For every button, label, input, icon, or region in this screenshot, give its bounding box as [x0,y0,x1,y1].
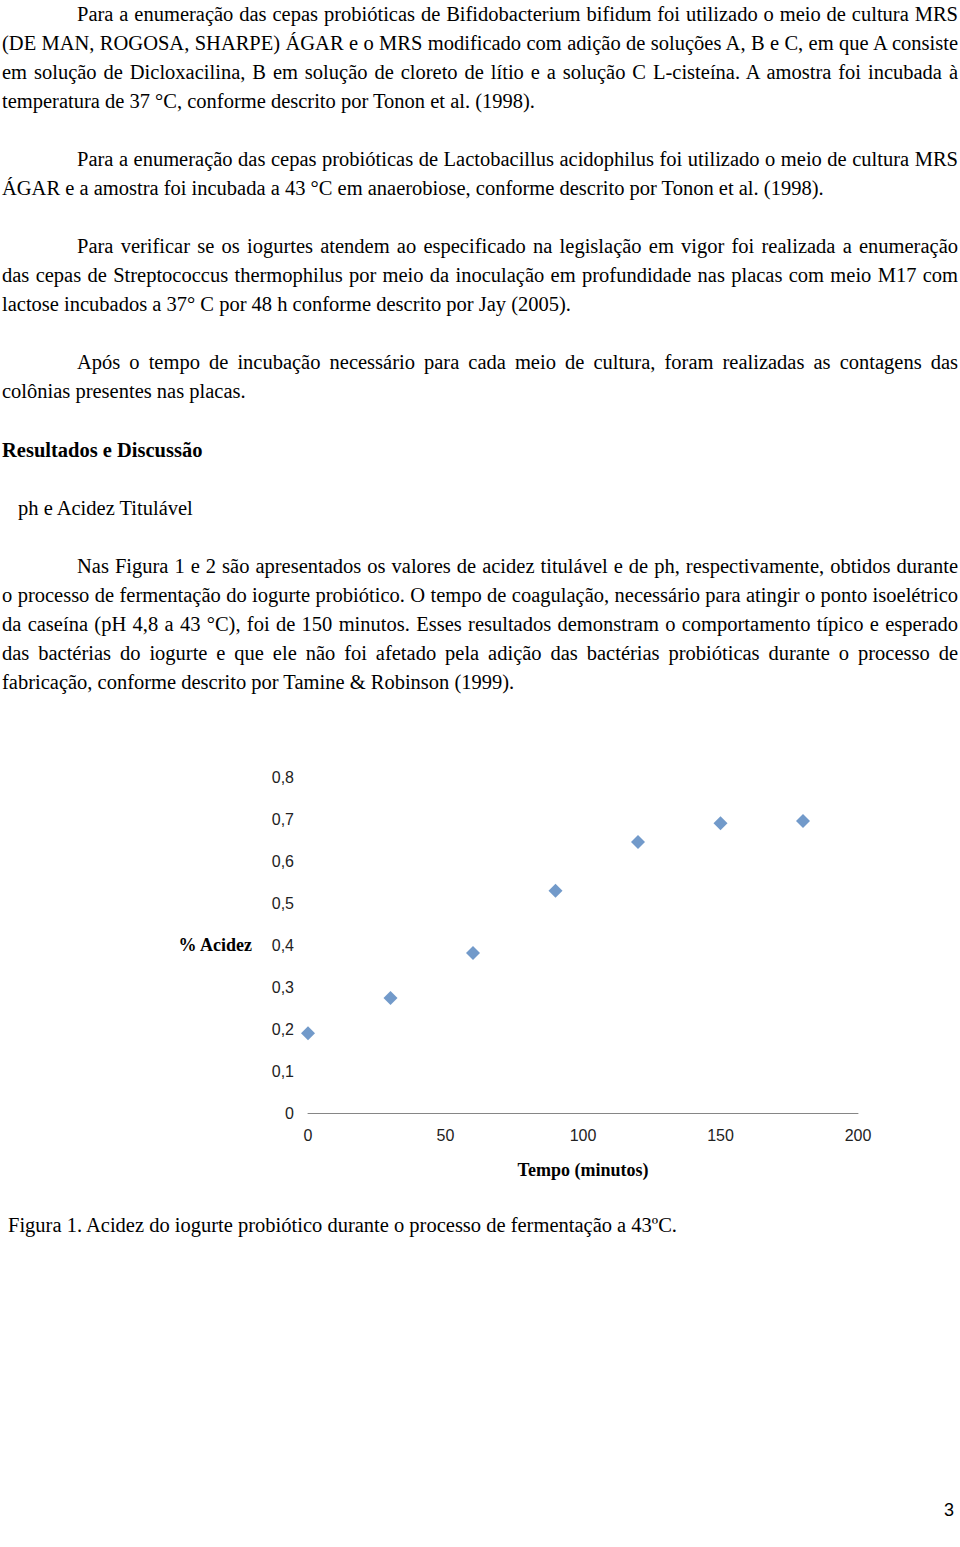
svg-text:0,4: 0,4 [272,937,294,954]
html-text:Para a enumeração das cepas pr: Para a enumeração das cepas probióticas … [2,148,958,199]
html-text:ph e Acidez Titulável: ph e Acidez Titulável [18,497,193,519]
html-text:3: 3 [944,1500,954,1520]
svg-text:0: 0 [285,1105,294,1122]
html-text:Figura 1. Acidez do iogurte pr: Figura 1. Acidez do iogurte probiótico d… [8,1214,677,1236]
svg-text:50: 50 [437,1127,455,1144]
html-text:Para verificar se os iogurtes: Para verificar se os iogurtes atendem ao… [2,235,958,315]
svg-text:% Acidez: % Acidez [179,935,253,955]
svg-text:0,1: 0,1 [272,1063,294,1080]
svg-text:100: 100 [570,1127,597,1144]
svg-text:0,3: 0,3 [272,979,294,996]
svg-text:0,5: 0,5 [272,895,294,912]
html-text:Após o tempo de incubação nece: Após o tempo de incubação necessário par… [2,351,958,402]
svg-text:0,6: 0,6 [272,853,294,870]
html-text:Para a enumeração das cepas pr: Para a enumeração das cepas probióticas … [2,3,958,112]
html-text:Resultados e Discussão: Resultados e Discussão [2,439,203,461]
svg-text:0: 0 [304,1127,313,1144]
svg-text:200: 200 [845,1127,872,1144]
svg-text:150: 150 [707,1127,734,1144]
html-text:Nas Figura 1 e 2 são apresenta: Nas Figura 1 e 2 são apresentados os val… [2,555,958,693]
svg-text:0,8: 0,8 [272,769,294,786]
svg-text:0,2: 0,2 [272,1021,294,1038]
svg-text:Tempo (minutos): Tempo (minutos) [518,1160,649,1181]
svg-text:0,7: 0,7 [272,811,294,828]
